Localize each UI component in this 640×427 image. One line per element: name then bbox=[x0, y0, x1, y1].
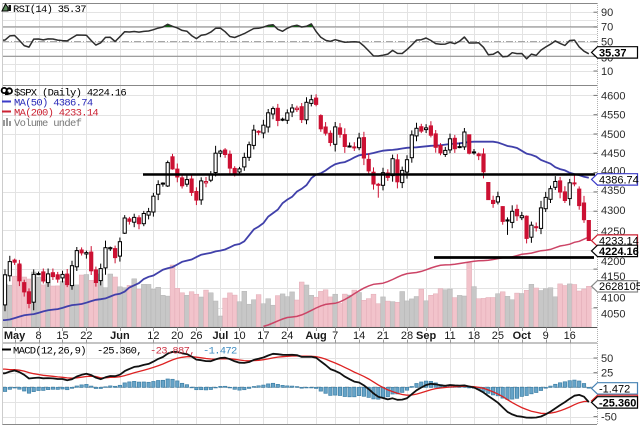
svg-text:4200: 4200 bbox=[601, 256, 625, 268]
svg-text:90: 90 bbox=[601, 7, 613, 19]
svg-text:24: 24 bbox=[281, 330, 293, 342]
svg-text:MACD(12,26,9) -25.360,: MACD(12,26,9) -25.360, bbox=[13, 346, 142, 358]
svg-text:20: 20 bbox=[171, 330, 183, 342]
svg-text:10: 10 bbox=[601, 66, 613, 78]
svg-text:35.37: 35.37 bbox=[599, 47, 627, 59]
svg-text:4450: 4450 bbox=[601, 148, 625, 160]
svg-text:10: 10 bbox=[233, 330, 245, 342]
svg-text:17: 17 bbox=[257, 330, 269, 342]
svg-text:18: 18 bbox=[468, 330, 480, 342]
svg-text:25: 25 bbox=[601, 368, 613, 380]
svg-text:-25.360: -25.360 bbox=[599, 397, 636, 409]
svg-text:11: 11 bbox=[444, 330, 455, 342]
svg-text:4300: 4300 bbox=[601, 205, 625, 217]
svg-text:4600: 4600 bbox=[601, 91, 625, 103]
svg-text:14: 14 bbox=[353, 330, 365, 342]
svg-text:4224.16: 4224.16 bbox=[599, 246, 639, 258]
svg-text:4100: 4100 bbox=[601, 292, 625, 304]
svg-text:Volume undef: Volume undef bbox=[14, 118, 82, 130]
svg-text:12: 12 bbox=[147, 330, 159, 342]
svg-text:26: 26 bbox=[190, 330, 202, 342]
svg-text:4550: 4550 bbox=[601, 110, 625, 122]
svg-text:28: 28 bbox=[401, 330, 413, 342]
svg-text:9: 9 bbox=[543, 330, 549, 342]
svg-text:16: 16 bbox=[564, 330, 576, 342]
svg-text:MA(50) 4386.74: MA(50) 4386.74 bbox=[14, 98, 93, 110]
svg-text:MA(200) 4233.14: MA(200) 4233.14 bbox=[14, 108, 98, 120]
svg-text:4500: 4500 bbox=[601, 129, 625, 141]
svg-text:Sep: Sep bbox=[416, 330, 436, 342]
svg-text:70: 70 bbox=[601, 22, 613, 34]
svg-text:15: 15 bbox=[56, 330, 68, 342]
svg-text:-1.472: -1.472 bbox=[203, 346, 237, 358]
svg-text:50: 50 bbox=[601, 353, 613, 365]
svg-text:25: 25 bbox=[492, 330, 504, 342]
svg-text:Oct: Oct bbox=[513, 330, 532, 342]
svg-text:7: 7 bbox=[332, 330, 338, 342]
svg-text:RSI(14) 35.37: RSI(14) 35.37 bbox=[13, 4, 86, 16]
svg-text:21: 21 bbox=[377, 330, 389, 342]
svg-text:4350: 4350 bbox=[601, 185, 625, 197]
svg-text:22: 22 bbox=[80, 330, 92, 342]
svg-text:4050: 4050 bbox=[601, 308, 625, 320]
svg-text:Aug: Aug bbox=[305, 330, 326, 342]
svg-text:Jun: Jun bbox=[110, 330, 130, 342]
svg-text:8: 8 bbox=[35, 330, 41, 342]
svg-text:-1.472: -1.472 bbox=[599, 383, 630, 395]
svg-text:$SPX (Daily) 4224.16: $SPX (Daily) 4224.16 bbox=[14, 88, 126, 100]
svg-text:2628105: 2628105 bbox=[599, 281, 640, 293]
svg-text:-23.887,: -23.887, bbox=[150, 346, 195, 358]
svg-text:Jul: Jul bbox=[212, 330, 228, 342]
svg-text:50: 50 bbox=[601, 36, 613, 48]
svg-text:4150: 4150 bbox=[601, 271, 625, 283]
svg-text:4386.74: 4386.74 bbox=[599, 174, 639, 186]
svg-text:-50: -50 bbox=[601, 411, 617, 423]
svg-text:4233.14: 4233.14 bbox=[599, 236, 639, 248]
svg-text:May: May bbox=[4, 330, 26, 342]
